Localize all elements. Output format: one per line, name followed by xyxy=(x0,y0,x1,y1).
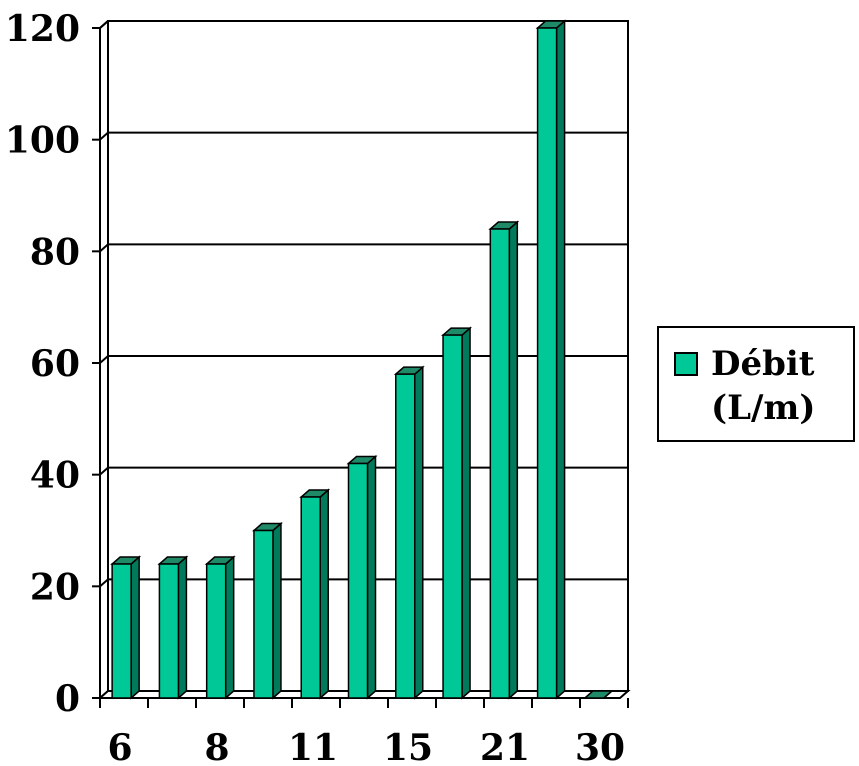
bar xyxy=(393,365,425,700)
bar-side xyxy=(414,365,424,700)
y-tick-label: 80 xyxy=(30,231,80,273)
x-tick-label: 8 xyxy=(204,727,229,766)
legend-label-line2: (L/m) xyxy=(711,388,816,428)
bar xyxy=(251,521,283,700)
bar-front xyxy=(442,334,463,699)
bar-side xyxy=(130,555,140,700)
bar-side xyxy=(272,521,282,700)
bar xyxy=(110,555,142,700)
y-tick-label: 120 xyxy=(5,8,80,50)
bar-side xyxy=(177,555,188,700)
y-axis-depth xyxy=(99,20,109,29)
x-tick-labels: 6 8 11 15 21 30 xyxy=(107,727,625,766)
bar xyxy=(582,690,614,699)
x-tick-label: 21 xyxy=(480,727,530,766)
legend: Débit (L/m) xyxy=(657,326,855,442)
legend-label: Débit (L/m) xyxy=(711,342,851,430)
bar-front xyxy=(205,563,227,699)
bar-top xyxy=(582,690,614,699)
bar-front xyxy=(253,529,274,699)
bar-side xyxy=(224,555,235,700)
bar xyxy=(157,555,189,700)
y-tick-depth xyxy=(99,243,109,253)
y-tick-depth xyxy=(99,466,109,476)
x-tick-label: 30 xyxy=(575,727,625,766)
bars xyxy=(110,19,614,700)
y-tick-label: 20 xyxy=(30,566,80,608)
bar xyxy=(204,555,236,700)
y-tick-label: 0 xyxy=(55,678,80,720)
bar-side xyxy=(461,326,471,700)
legend-swatch xyxy=(674,352,698,376)
bar-front xyxy=(395,373,416,699)
bar-side xyxy=(508,220,519,700)
x-tick-label: 15 xyxy=(383,727,433,766)
bar-front xyxy=(347,462,369,699)
bar-front xyxy=(300,496,321,699)
x-tick-label: 6 xyxy=(107,727,132,766)
bar-side xyxy=(319,488,329,700)
bar-side xyxy=(555,19,566,700)
y-tick-label: 60 xyxy=(30,343,80,385)
y-tick-depth xyxy=(99,355,109,364)
x-tick-label: 11 xyxy=(288,727,338,766)
legend-label-line1: Débit xyxy=(711,344,815,384)
bar xyxy=(488,220,520,700)
y-tick-depth xyxy=(99,578,109,588)
y-tick-label: 100 xyxy=(5,120,80,162)
bar-front xyxy=(158,563,180,699)
bar-front xyxy=(536,27,558,699)
bar xyxy=(441,326,473,700)
y-tick-label: 40 xyxy=(30,455,80,497)
bar-front xyxy=(111,563,132,699)
bar xyxy=(535,19,567,700)
y-tick-depth xyxy=(99,131,109,141)
bar xyxy=(299,488,331,700)
y-tick-labels: 0 20 40 60 80 100 120 xyxy=(5,8,80,720)
bar-front xyxy=(489,228,511,699)
bar xyxy=(346,454,378,700)
bar-side xyxy=(366,454,377,700)
